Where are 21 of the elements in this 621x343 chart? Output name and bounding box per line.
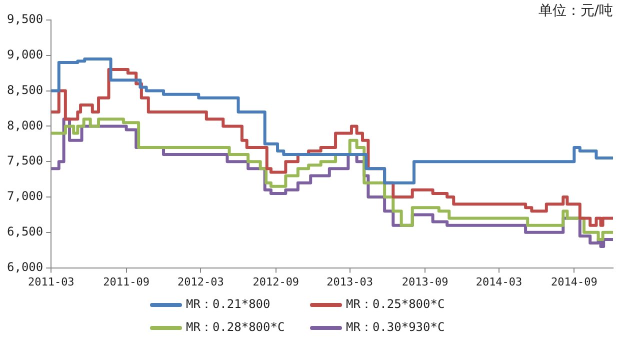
y-tick-label: 9,000 <box>7 48 44 62</box>
x-tick-label: 2013-09 <box>402 275 448 288</box>
x-tick-label: 2011-09 <box>103 275 150 288</box>
y-tick-label: 7,000 <box>7 189 44 204</box>
y-tick-label: 6,000 <box>7 260 44 274</box>
x-tick-label: 2011-03 <box>28 275 74 288</box>
text: 单位：元/吨 <box>538 2 613 20</box>
y-tick-label: 8,500 <box>7 82 44 97</box>
legend-label: MR：0.28*800*C <box>186 319 285 336</box>
x-tick-label: 2014-03 <box>476 275 522 288</box>
legend-label: MR：0.30*930*C <box>346 319 445 336</box>
legend-label: MR：0.25*800*C <box>346 296 445 313</box>
legend-label: MR：0.21*800 <box>186 296 270 313</box>
y-tick-label: 9,500 <box>7 12 44 26</box>
x-tick-label: 2012-09 <box>252 275 300 288</box>
y-tick-label: 8,000 <box>7 118 44 132</box>
x-tick-label: 2013-03 <box>326 275 374 288</box>
y-tick-label: 6,500 <box>7 224 44 239</box>
x-tick-label: 2012-03 <box>178 275 224 288</box>
y-tick-label: 7,500 <box>7 154 44 168</box>
x-tick-label: 2014-09 <box>551 275 598 288</box>
